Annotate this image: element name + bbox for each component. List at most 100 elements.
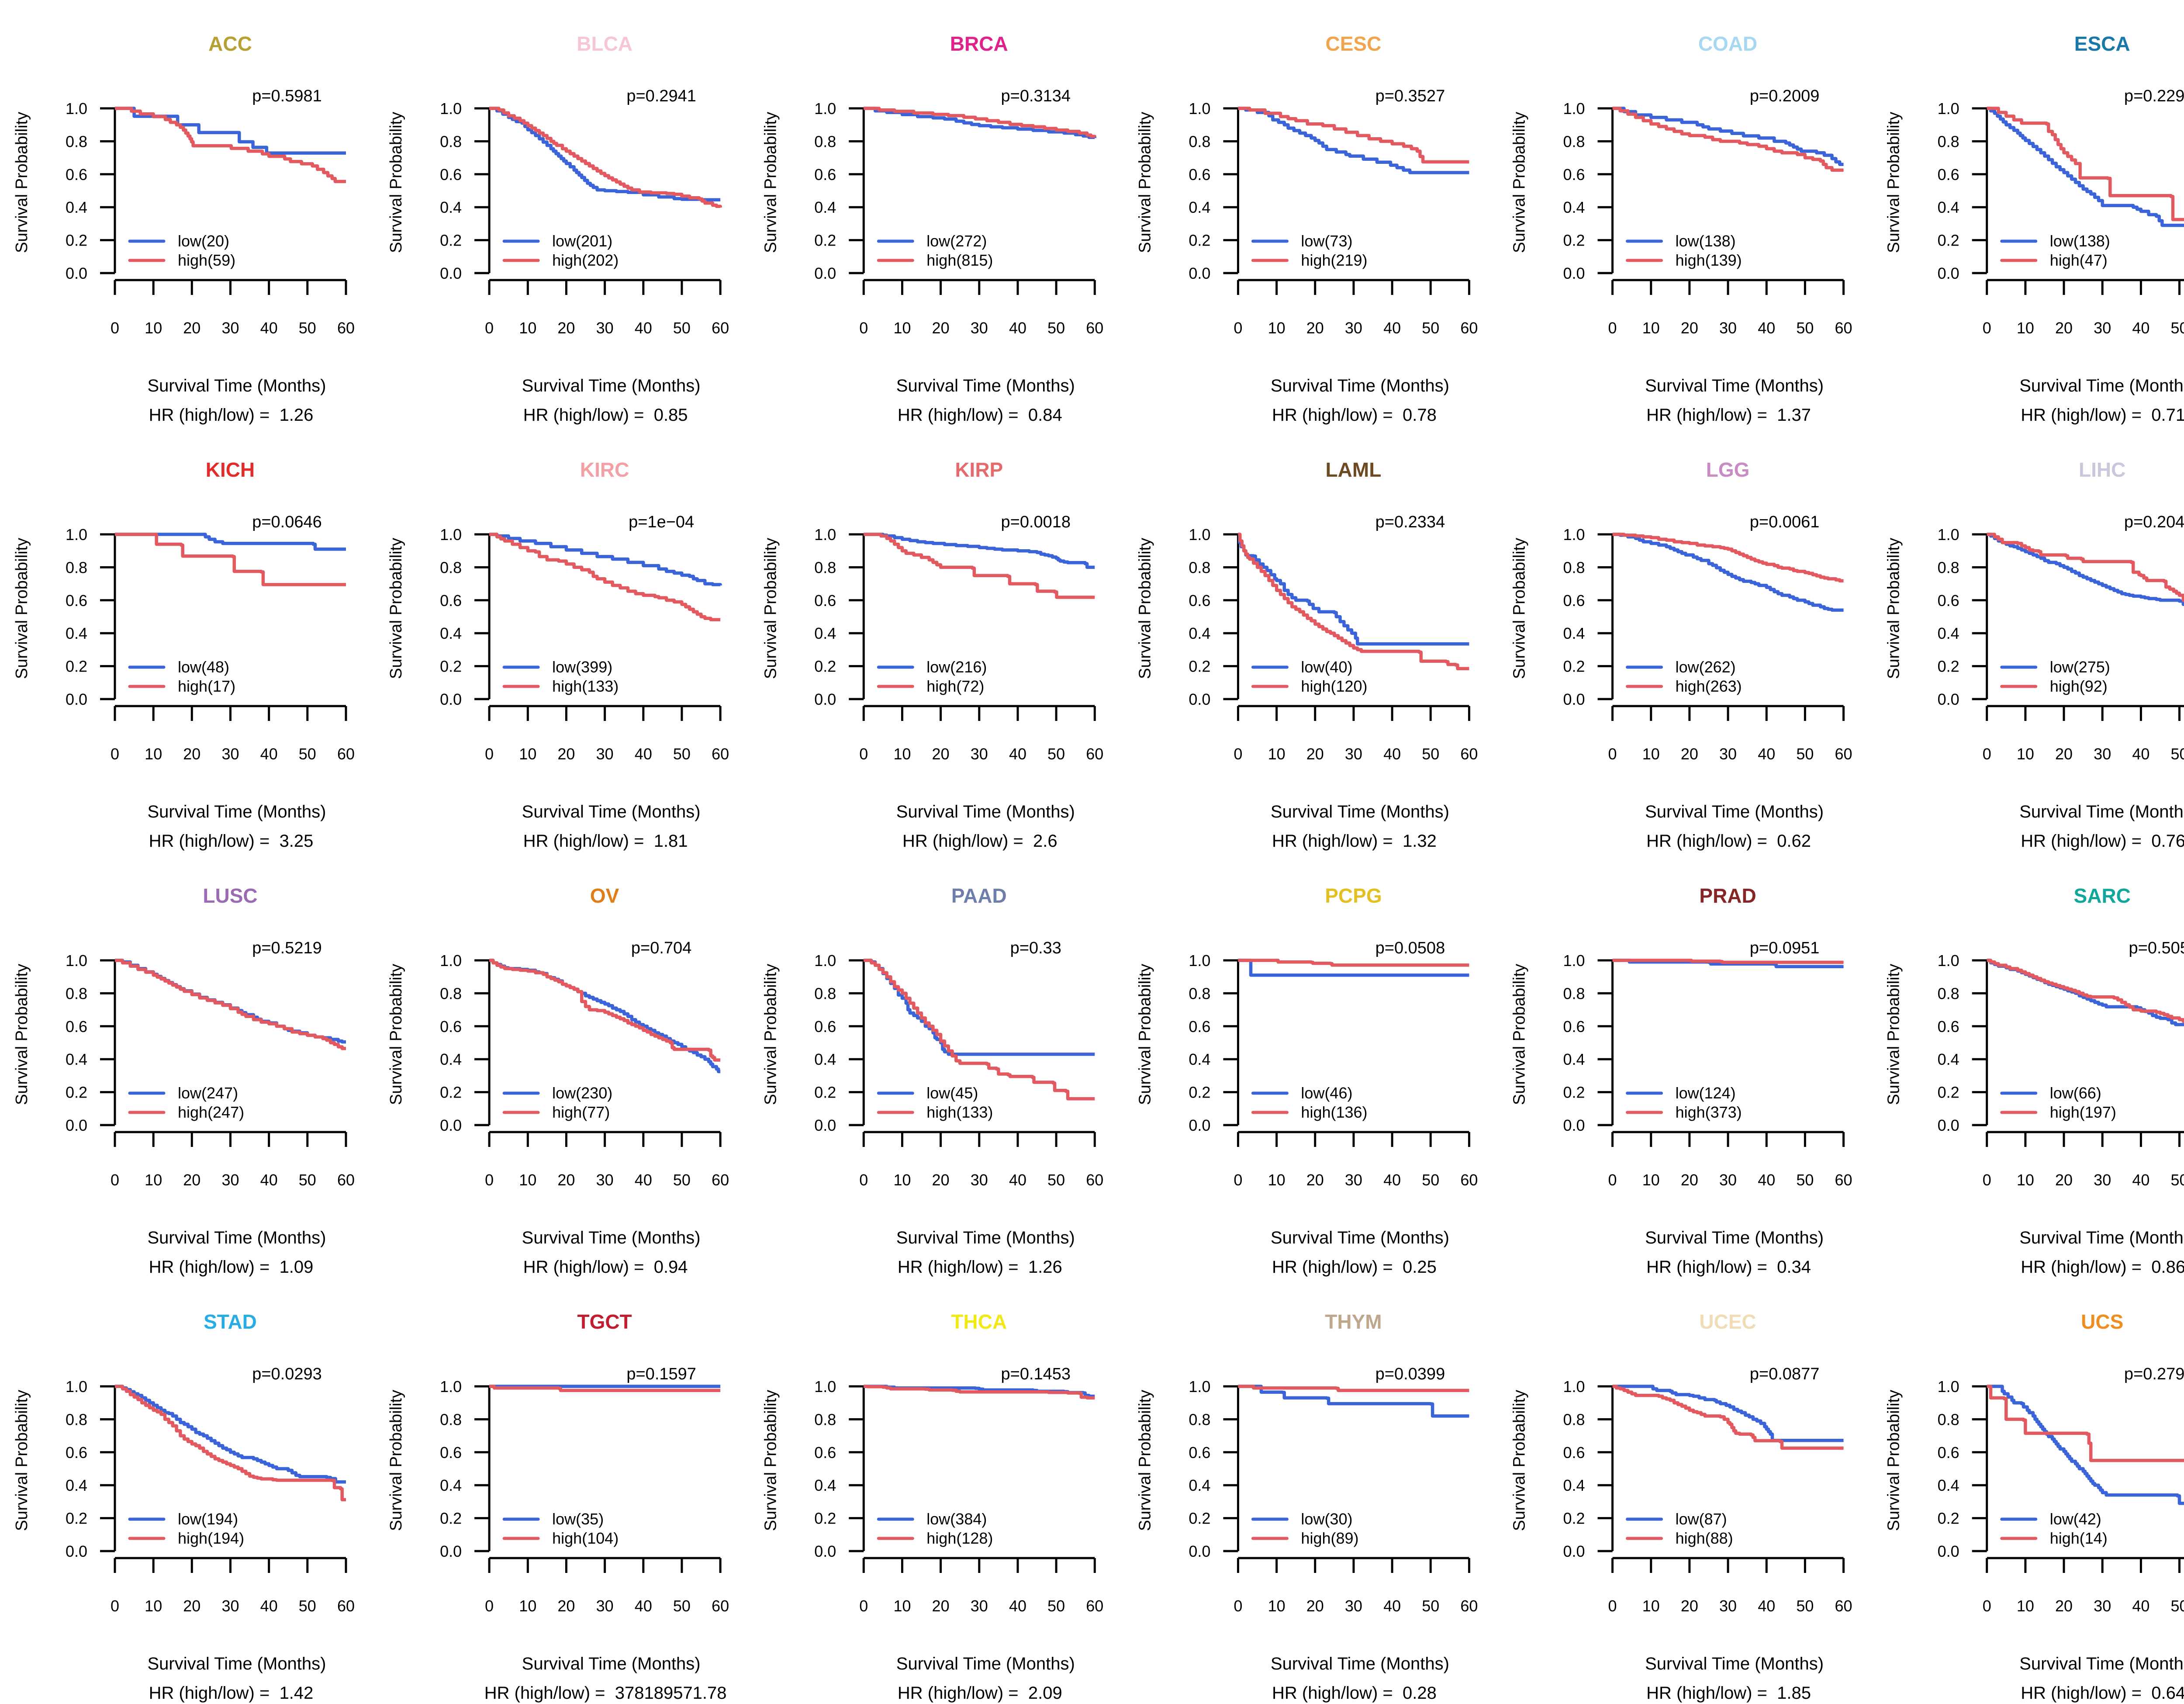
svg-text:0: 0 — [1234, 1171, 1242, 1189]
svg-text:60: 60 — [1460, 1597, 1478, 1615]
svg-text:high(120): high(120) — [1301, 677, 1367, 695]
svg-text:30: 30 — [971, 319, 988, 337]
svg-text:0.0: 0.0 — [66, 1542, 87, 1560]
svg-text:HR (high/low) = 1.81: HR (high/low) = 1.81 — [523, 831, 688, 851]
svg-text:Survival Time (Months): Survival Time (Months) — [896, 376, 1075, 395]
svg-text:HR (high/low) = 0.86: HR (high/low) = 0.86 — [2021, 1257, 2184, 1277]
svg-text:0.4: 0.4 — [1189, 1476, 1210, 1494]
svg-text:0.6: 0.6 — [440, 592, 462, 610]
svg-text:60: 60 — [1835, 1597, 1852, 1615]
svg-text:Survival Probability: Survival Probability — [1510, 538, 1529, 679]
svg-text:50: 50 — [1047, 1171, 1065, 1189]
svg-text:high(136): high(136) — [1301, 1103, 1367, 1121]
svg-text:ESCA: ESCA — [2074, 32, 2130, 55]
svg-text:20: 20 — [1681, 745, 1698, 763]
svg-text:Survival Time (Months): Survival Time (Months) — [148, 1228, 326, 1247]
svg-text:1.0: 1.0 — [66, 100, 87, 118]
svg-text:40: 40 — [2132, 745, 2149, 763]
svg-text:Survival Probability: Survival Probability — [1885, 964, 1903, 1105]
svg-text:30: 30 — [1345, 1171, 1362, 1189]
svg-text:high(202): high(202) — [552, 251, 619, 269]
svg-text:0.8: 0.8 — [1563, 984, 1585, 1002]
svg-text:10: 10 — [145, 319, 162, 337]
svg-text:50: 50 — [1422, 1171, 1439, 1189]
svg-text:0: 0 — [485, 319, 494, 337]
svg-text:p=0.5219: p=0.5219 — [252, 939, 322, 957]
svg-text:HR (high/low) = 1.26: HR (high/low) = 1.26 — [898, 1257, 1062, 1277]
svg-text:0.4: 0.4 — [440, 624, 462, 642]
svg-text:Survival Time (Months): Survival Time (Months) — [522, 1228, 701, 1247]
svg-text:0.0: 0.0 — [440, 264, 462, 282]
svg-text:50: 50 — [1796, 1597, 1814, 1615]
svg-text:0: 0 — [1983, 1597, 1991, 1615]
svg-text:HR (high/low) = 2.09: HR (high/low) = 2.09 — [898, 1683, 1062, 1703]
svg-text:0.8: 0.8 — [1938, 558, 1959, 576]
svg-text:50: 50 — [1796, 319, 1814, 337]
svg-text:0.6: 0.6 — [814, 592, 836, 610]
svg-text:p=0.0293: p=0.0293 — [252, 1365, 322, 1383]
svg-text:20: 20 — [557, 745, 575, 763]
svg-text:0: 0 — [485, 1597, 494, 1615]
svg-text:Survival Probability: Survival Probability — [1510, 1390, 1529, 1531]
svg-text:Survival Probability: Survival Probability — [387, 1390, 405, 1531]
svg-text:Survival Probability: Survival Probability — [1136, 538, 1154, 679]
svg-text:0.0: 0.0 — [1938, 1542, 1959, 1560]
svg-text:1.0: 1.0 — [814, 952, 836, 970]
svg-text:high(247): high(247) — [178, 1103, 244, 1121]
svg-text:HR (high/low) = 378189571.78: HR (high/low) = 378189571.78 — [484, 1683, 727, 1703]
svg-text:10: 10 — [2017, 745, 2034, 763]
svg-text:p=1e−04: p=1e−04 — [629, 513, 694, 531]
svg-text:HR (high/low) = 0.76: HR (high/low) = 0.76 — [2021, 831, 2184, 851]
svg-text:0.0: 0.0 — [814, 264, 836, 282]
svg-text:1.0: 1.0 — [1938, 100, 1959, 118]
svg-text:20: 20 — [2055, 1597, 2073, 1615]
svg-text:1.0: 1.0 — [440, 526, 462, 544]
svg-text:0.2: 0.2 — [814, 1084, 836, 1101]
svg-text:0.0: 0.0 — [66, 264, 87, 282]
svg-text:20: 20 — [2055, 1171, 2073, 1189]
svg-text:0.2: 0.2 — [1938, 1084, 1959, 1101]
svg-text:40: 40 — [260, 1597, 278, 1615]
svg-text:high(17): high(17) — [178, 677, 235, 695]
svg-text:LUSC: LUSC — [203, 884, 257, 907]
svg-text:high(373): high(373) — [1676, 1103, 1742, 1121]
svg-text:50: 50 — [299, 745, 316, 763]
svg-text:Survival Probability: Survival Probability — [13, 964, 31, 1105]
svg-text:0: 0 — [1234, 1597, 1242, 1615]
svg-text:Survival Time (Months): Survival Time (Months) — [1271, 1654, 1449, 1673]
svg-text:low(42): low(42) — [2050, 1510, 2101, 1528]
svg-text:Survival Time (Months): Survival Time (Months) — [1271, 1228, 1449, 1247]
svg-text:0.2: 0.2 — [1563, 658, 1585, 675]
svg-text:0: 0 — [1983, 745, 1991, 763]
svg-text:0.8: 0.8 — [814, 132, 836, 150]
svg-text:20: 20 — [1306, 1171, 1324, 1189]
svg-text:40: 40 — [1009, 745, 1026, 763]
svg-text:HR (high/low) = 0.71: HR (high/low) = 0.71 — [2021, 405, 2184, 425]
svg-text:0: 0 — [485, 745, 494, 763]
svg-text:0.0: 0.0 — [1563, 1542, 1585, 1560]
svg-text:high(139): high(139) — [1676, 251, 1742, 269]
svg-text:0.6: 0.6 — [1938, 1444, 1959, 1462]
svg-text:1.0: 1.0 — [66, 952, 87, 970]
svg-text:high(72): high(72) — [926, 677, 984, 695]
svg-text:1.0: 1.0 — [1938, 952, 1959, 970]
svg-text:0.2: 0.2 — [1189, 1084, 1210, 1101]
svg-text:40: 40 — [1009, 1597, 1026, 1615]
svg-text:0.4: 0.4 — [440, 198, 462, 216]
svg-text:0.2: 0.2 — [66, 658, 87, 675]
svg-text:0.2: 0.2 — [814, 658, 836, 675]
svg-text:HR (high/low) = 1.42: HR (high/low) = 1.42 — [149, 1683, 314, 1703]
svg-text:low(40): low(40) — [1301, 658, 1352, 676]
svg-text:10: 10 — [1642, 1597, 1660, 1615]
svg-text:60: 60 — [337, 1171, 355, 1189]
svg-text:10: 10 — [893, 1171, 911, 1189]
svg-text:50: 50 — [673, 745, 691, 763]
svg-text:0.6: 0.6 — [1563, 1018, 1585, 1036]
svg-text:50: 50 — [2170, 1597, 2184, 1615]
svg-text:50: 50 — [299, 319, 316, 337]
svg-text:0.4: 0.4 — [1563, 1476, 1585, 1494]
svg-text:60: 60 — [337, 319, 355, 337]
svg-text:50: 50 — [1422, 745, 1439, 763]
svg-text:60: 60 — [712, 1597, 729, 1615]
svg-text:0.6: 0.6 — [66, 1444, 87, 1462]
